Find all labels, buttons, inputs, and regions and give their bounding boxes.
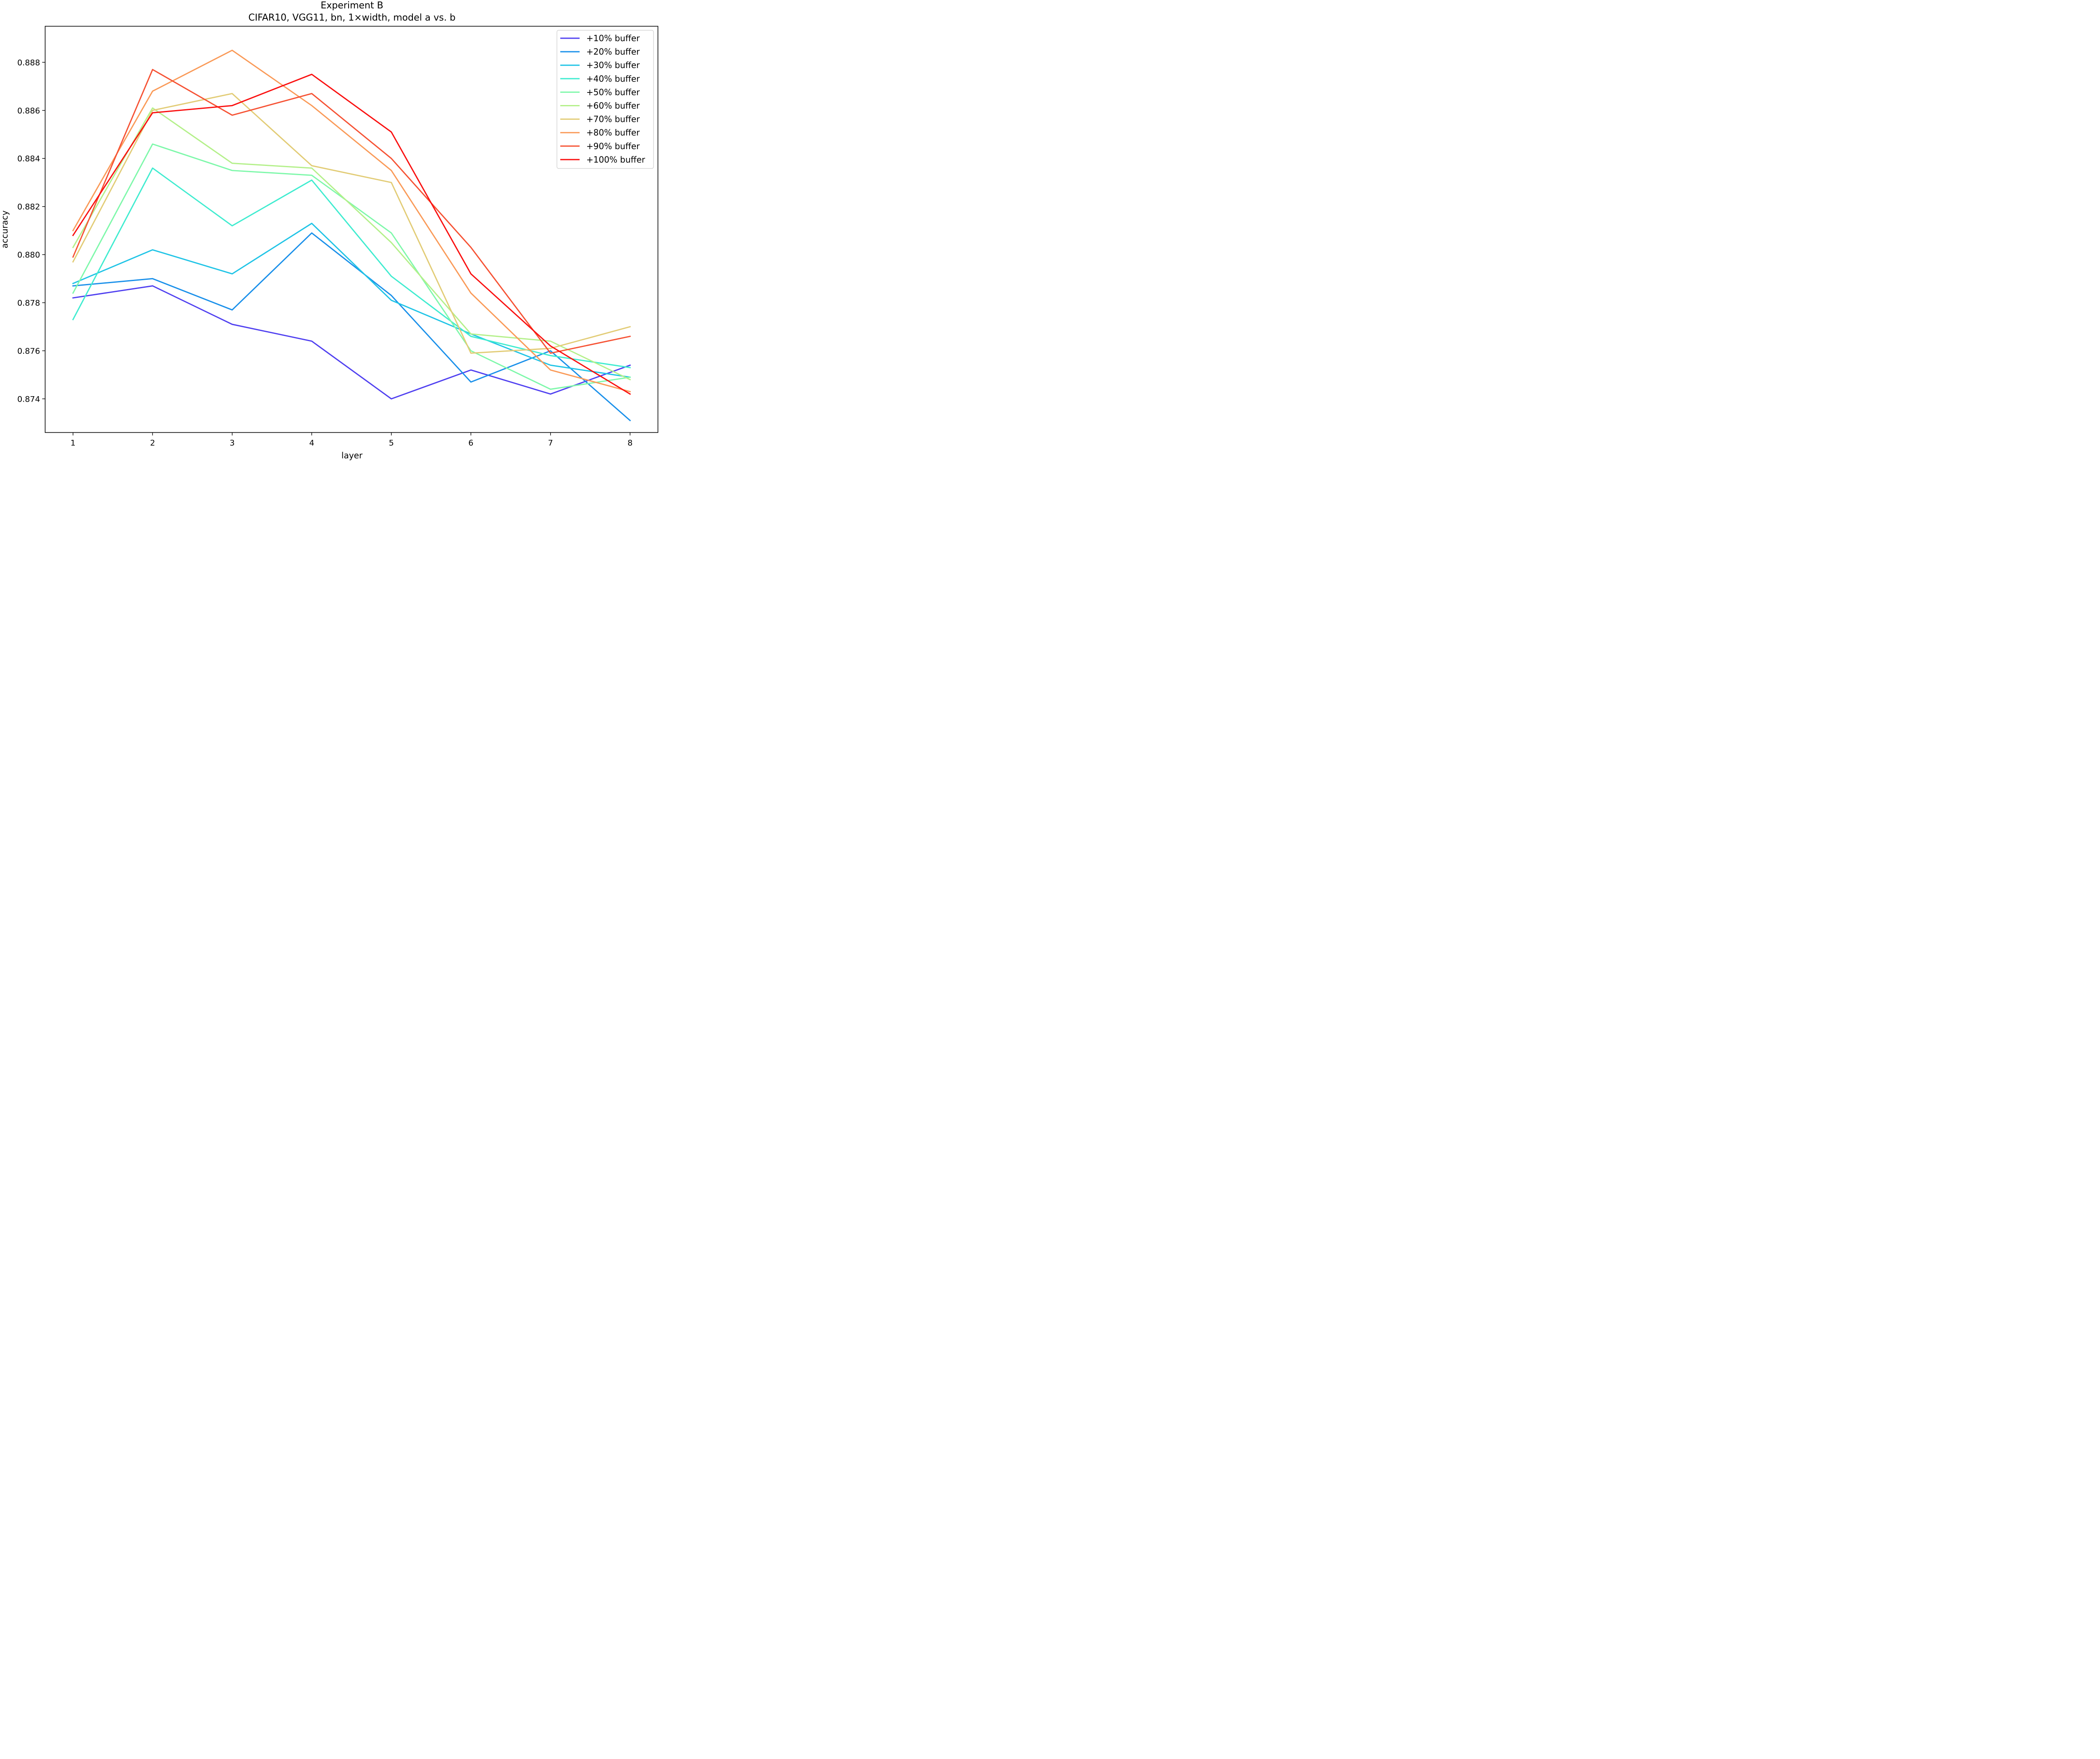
legend-label: +80% buffer [586,128,640,138]
legend-item: +40% buffer [560,74,640,84]
x-tick-label: 4 [309,439,314,448]
x-tick-label: 7 [548,439,553,448]
legend-item: +30% buffer [560,60,640,70]
y-tick-label: 0.882 [17,202,40,212]
x-axis-label: layer [341,450,363,460]
x-tick-label: 3 [230,439,235,448]
chart-title: Experiment B [320,0,383,11]
y-tick-label: 0.888 [17,58,40,67]
y-tick-label: 0.886 [17,106,40,116]
x-tick-label: 8 [627,439,633,448]
y-tick-label: 0.878 [17,299,40,308]
series-line-7 [72,93,631,354]
y-axis: 0.874 0.876 0.878 0.880 0.882 0.884 0.886 0.888 [17,58,45,404]
legend-item: +70% buffer [560,114,640,124]
series-line-5 [72,143,631,390]
y-tick-label: 0.874 [17,394,40,404]
series-lines [72,50,631,422]
x-tick-label: 1 [71,439,76,448]
y-tick-label: 0.884 [17,154,40,163]
x-axis: 1 2 3 4 5 6 7 8 [71,432,633,448]
x-tick-label: 6 [468,439,473,448]
legend-label: +30% buffer [586,60,640,70]
series-line-10 [72,74,631,395]
series-line-9 [72,68,631,354]
series-line-1 [72,285,631,400]
legend-label: +20% buffer [586,47,640,57]
legend-item: +20% buffer [560,47,640,57]
legend-item: +60% buffer [560,101,640,111]
legend-item: +90% buffer [560,141,640,151]
legend: +10% buffer +20% buffer +30% buffer +40% bu… [556,30,654,169]
y-tick-label: 0.880 [17,250,40,260]
legend-item: +50% buffer [560,87,640,97]
legend-label: +40% buffer [586,74,640,84]
series-line-4 [72,167,631,368]
legend-item: +80% buffer [560,128,640,138]
plot-frame [45,26,659,433]
y-tick-label: 0.876 [17,347,40,356]
legend-box [556,30,654,169]
x-tick-label: 2 [150,439,155,448]
legend-item: +100% buffer [560,155,646,165]
series-line-6 [72,107,631,381]
line-chart: Experiment B CIFAR10, VGG11, bn, 1×width… [0,0,659,460]
series-line-2 [72,232,631,422]
x-tick-label: 5 [389,439,394,448]
legend-label: +60% buffer [586,101,640,111]
y-axis-label: accuracy [0,210,10,248]
legend-label: +10% buffer [586,33,640,43]
chart-subtitle: CIFAR10, VGG11, bn, 1×width, model a vs.… [248,13,455,23]
legend-label: +100% buffer [586,155,646,165]
legend-item: +10% buffer [560,33,640,43]
series-line-3 [72,223,631,378]
legend-label: +90% buffer [586,141,640,151]
legend-label: +50% buffer [586,87,640,97]
series-line-8 [72,50,631,393]
legend-label: +70% buffer [586,114,640,124]
